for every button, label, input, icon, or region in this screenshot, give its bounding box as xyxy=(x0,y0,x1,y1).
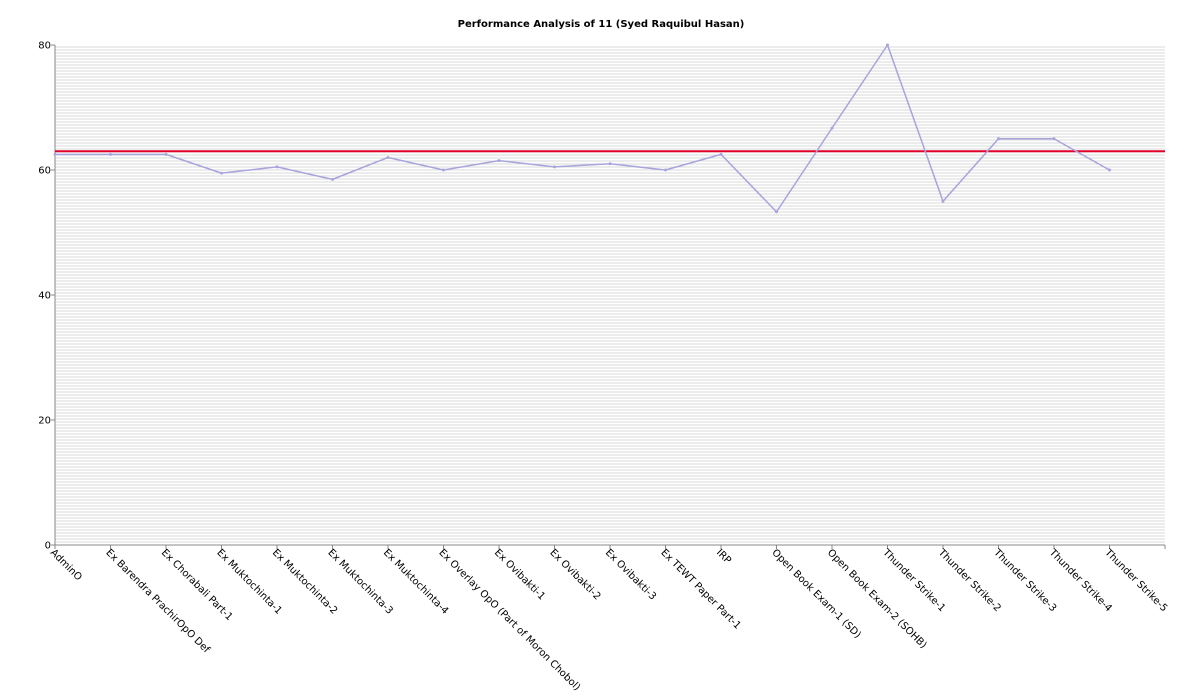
data-point xyxy=(941,199,945,203)
data-point xyxy=(442,168,445,172)
x-tick-label: Ex Ovibakti-3 xyxy=(603,547,658,602)
data-point xyxy=(1108,168,1111,172)
data-point xyxy=(275,165,279,169)
data-point xyxy=(608,162,612,166)
data-point xyxy=(497,159,501,163)
data-point xyxy=(886,43,889,47)
data-point xyxy=(109,152,112,156)
y-tick-label: 80 xyxy=(38,41,51,52)
data-point xyxy=(719,152,723,156)
data-point xyxy=(386,156,390,159)
data-point xyxy=(331,177,334,181)
data-point xyxy=(553,165,556,169)
y-tick-label: 0 xyxy=(45,541,51,552)
x-tick-label: Open Book Exam-1 (SD) xyxy=(769,547,862,640)
x-tick-label: AdminO xyxy=(48,547,84,583)
data-point xyxy=(164,152,168,156)
data-point xyxy=(53,152,57,156)
data-point xyxy=(775,210,778,214)
y-tick-label: 40 xyxy=(38,291,51,302)
x-tick-label: IRP xyxy=(714,547,733,566)
grid-lines xyxy=(55,46,1165,543)
x-tick-label: Ex Ovibakti-1 xyxy=(492,547,547,602)
y-tick-label: 20 xyxy=(38,416,51,427)
x-tick-label: Ex Ovibakti-2 xyxy=(547,547,602,602)
data-point xyxy=(830,126,834,130)
data-point xyxy=(220,171,223,175)
x-tick-label: Ex Barendra PrachirOpO Def xyxy=(103,547,212,656)
series-layer xyxy=(53,43,1111,214)
data-point xyxy=(997,137,1000,141)
y-axis-ticks: 0 20 40 60 80 xyxy=(38,41,55,552)
x-tick-label: Open Book Exam-2 (SOHB) xyxy=(825,547,929,651)
series-line xyxy=(55,44,1110,213)
data-point xyxy=(1052,137,1056,141)
y-tick-label: 60 xyxy=(38,166,51,177)
data-point xyxy=(664,168,667,172)
chart-title: Performance Analysis of 11 (Syed Raquibu… xyxy=(458,19,745,30)
